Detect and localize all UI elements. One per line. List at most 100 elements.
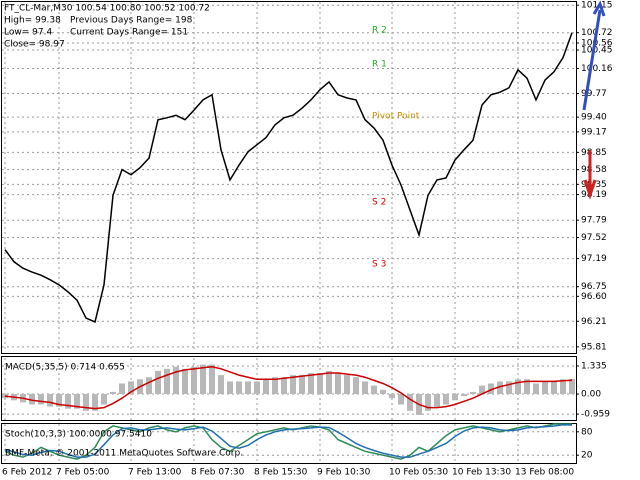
bar — [515, 379, 521, 394]
series-line — [4, 32, 573, 323]
bar — [155, 370, 161, 394]
bar — [569, 379, 575, 394]
bar — [353, 377, 359, 394]
y-tick-label: 101.15 — [581, 1, 613, 11]
bar — [326, 370, 332, 394]
bar — [407, 393, 413, 411]
stoch-panel — [1, 423, 577, 464]
bar — [146, 377, 152, 394]
y-tick-label: 100.45 — [581, 45, 613, 55]
x-tick-label: 8 Feb 07:30 — [191, 468, 245, 478]
bar — [29, 393, 35, 405]
panel-title: Stoch(10,3,3) 100.0000 97.5410 — [5, 430, 152, 440]
down-arrow — [583, 150, 597, 200]
y-tick-label: 1.335 — [581, 361, 607, 371]
bar — [236, 381, 242, 394]
bar — [191, 366, 197, 394]
y-tick-label: 97.52 — [581, 233, 607, 243]
annotation: Pivot Point — [372, 112, 420, 122]
annotation: R 2 — [372, 26, 387, 36]
x-tick-label: 6 Feb 2012 — [2, 468, 52, 478]
bar — [452, 393, 458, 401]
bar — [479, 385, 485, 394]
bar — [254, 381, 260, 394]
bar — [290, 375, 296, 394]
bar — [47, 393, 53, 407]
bar — [533, 383, 539, 394]
bar — [173, 366, 179, 394]
info-line: Low= 97.4 — [4, 28, 52, 38]
bar — [38, 393, 44, 405]
annotation: S 3 — [372, 260, 386, 270]
y-tick-label: 97.19 — [581, 254, 607, 264]
series-line — [4, 424, 573, 458]
y-tick-label: 95.81 — [581, 342, 607, 352]
bar — [524, 379, 530, 394]
bar — [398, 393, 404, 405]
info-line: Close= 98.97 — [4, 40, 65, 50]
series-line — [4, 365, 573, 410]
x-tick-label: 7 Feb 05:00 — [56, 468, 110, 478]
bar — [119, 383, 125, 394]
bar — [56, 393, 62, 407]
x-tick-label: 10 Feb 05:30 — [389, 468, 448, 478]
bar — [335, 373, 341, 394]
bar — [380, 389, 386, 394]
bar — [299, 375, 305, 394]
y-tick-label: 98.58 — [581, 165, 607, 175]
bar — [551, 381, 557, 394]
bar — [371, 385, 377, 394]
chart-title: FT_CL-Mar,M30 100.54 100.80 100.52 100.7… — [4, 4, 210, 14]
y-tick-label: 99.17 — [581, 127, 607, 137]
y-tick-label: 98.19 — [581, 190, 607, 200]
bar — [542, 381, 548, 394]
bar — [344, 375, 350, 394]
bar — [209, 364, 215, 394]
bar — [425, 393, 431, 411]
bar — [308, 373, 314, 394]
bar — [245, 381, 251, 394]
info-line: High= 99.38 — [4, 16, 61, 26]
bar — [128, 381, 134, 394]
bar — [263, 379, 269, 394]
bar — [164, 368, 170, 394]
bar — [488, 383, 494, 394]
bar — [74, 393, 80, 409]
x-tick-label: 13 Feb 08:00 — [515, 468, 574, 478]
footer: BMF-Meta, © 2001-2011 MetaQuotes Softwar… — [5, 449, 243, 459]
bar — [101, 393, 107, 405]
annotation: R 1 — [372, 60, 387, 70]
bar — [272, 377, 278, 394]
bar — [470, 391, 476, 394]
plot-layer: 6 Feb 2012 7 Feb 05:00 7 Feb 13:00 8 Feb 07… — [2, 1, 613, 478]
up-arrow — [582, 0, 606, 111]
bar — [434, 393, 440, 407]
x-tick-label: 10 Feb 13:30 — [452, 468, 511, 478]
bar — [389, 393, 395, 399]
y-tick-label: 100.16 — [581, 64, 613, 74]
bar — [461, 393, 467, 397]
macd-panel — [1, 356, 577, 421]
bar — [227, 381, 233, 394]
x-tick-label: 9 Feb 10:30 — [317, 468, 371, 478]
bar — [560, 379, 566, 394]
info-line: Current Days Range= 151 — [70, 28, 188, 38]
y-tick-label: 97.79 — [581, 216, 607, 226]
y-tick-label: 96.21 — [581, 317, 607, 327]
bar — [2, 393, 8, 399]
y-tick-label: 100.56 — [581, 38, 613, 48]
bar — [497, 381, 503, 394]
bar — [83, 393, 89, 411]
bar — [317, 373, 323, 394]
price-panel — [1, 1, 577, 354]
y-tick-label: 0.00 — [581, 389, 601, 399]
info-line: Previous Days Range= 198 — [70, 16, 193, 26]
y-tick-label: 99.40 — [581, 113, 607, 123]
bar — [92, 393, 98, 411]
bar — [362, 381, 368, 394]
annotation: S 2 — [372, 198, 386, 208]
bar — [182, 368, 188, 394]
y-tick-label: 96.60 — [581, 292, 607, 302]
x-tick-label: 8 Feb 15:30 — [254, 468, 308, 478]
y-tick-label: 96.75 — [581, 282, 607, 292]
